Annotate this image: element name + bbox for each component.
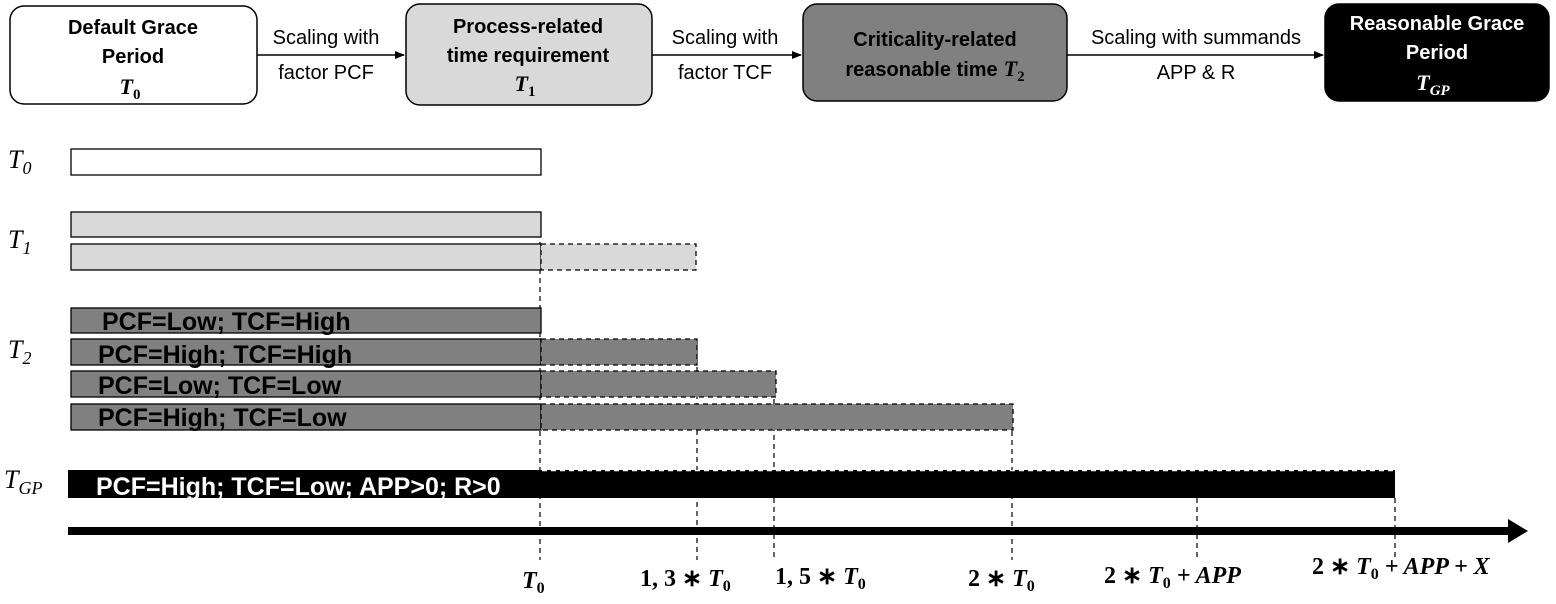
bar-segment-solid <box>70 403 542 431</box>
tick-label-1-5: 1, 5 ∗ T0 <box>775 564 866 593</box>
stage-line1: Default Grace <box>68 17 198 39</box>
stage-line1: Reasonable Grace <box>1350 13 1525 35</box>
arrow-label-line1: Scaling with summands <box>1091 27 1301 49</box>
flow-stage-default: Default Grace Period T0 <box>9 5 258 105</box>
row-label-t1: T1 <box>8 225 31 258</box>
bar-t2-high-high: PCF=High; TCF=High <box>70 338 698 369</box>
bar-label: PCF=Low; TCF=High <box>102 308 351 336</box>
arrow-label-line2: factor PCF <box>278 62 374 84</box>
bar-segment-solid <box>70 243 542 271</box>
row-label-t0: T0 <box>8 145 31 178</box>
bar-segment-dashed <box>540 338 698 366</box>
tick-label-2-app: 2 ∗ T0 + APP <box>1104 563 1241 592</box>
stage-line2-with-symbol: reasonable time T2 <box>845 56 1024 85</box>
tick-label-2: 2 ∗ T0 <box>968 566 1035 595</box>
stage-line1: Process-related <box>453 16 603 38</box>
guide-lines <box>539 242 1396 560</box>
bar-segment-solid <box>68 470 542 498</box>
bar-t2-high-low: PCF=High; TCF=Low <box>70 403 1014 432</box>
time-axis <box>68 519 1528 543</box>
bar-label: PCF=High; TCF=Low; APP>0; R>0 <box>96 473 501 501</box>
bar-segment-extended <box>542 470 1395 498</box>
stage-box <box>1324 3 1550 102</box>
arrow-label-line1: Scaling with <box>672 27 779 49</box>
bar-segment-dashed <box>540 403 1014 431</box>
tick-label-t0: T0 <box>522 568 545 597</box>
row-label-tgp: TGP <box>4 465 42 498</box>
bar-segment-solid <box>70 370 542 398</box>
flow-stage-reasonable: Reasonable Grace Period TGP <box>1324 3 1550 102</box>
stage-symbol: T0 <box>120 74 141 103</box>
flow-arrow-summands: Scaling with summands APP & R <box>1067 27 1324 84</box>
flow-stage-process: Process-related time requirement T1 <box>405 3 653 106</box>
stage-line2: Period <box>102 46 164 68</box>
stage-line2: Period <box>1406 42 1468 64</box>
axis-arrowhead <box>1508 519 1528 543</box>
bar-segment-dashed <box>540 243 697 271</box>
tick-label-2-app-x: 2 ∗ T0 + APP + X <box>1312 554 1491 583</box>
arrow-label-line2: factor TCF <box>678 62 772 84</box>
stage-symbol: T1 <box>515 71 536 100</box>
flow-arrow-tcf: Scaling with factor TCF <box>652 27 802 84</box>
flow-stage-criticality: Criticality-related reasonable time T2 <box>802 3 1068 102</box>
bar-t2-low-high: PCF=Low; TCF=High <box>70 307 542 336</box>
bar-t1-base <box>70 211 542 238</box>
stage-line2: time requirement <box>447 45 610 67</box>
tick-label-1-3: 1, 3 ∗ T0 <box>640 566 731 595</box>
arrow-label-line1: Scaling with <box>273 27 380 49</box>
bar-t0 <box>70 148 542 176</box>
flow-arrow-pcf: Scaling with factor PCF <box>257 27 405 84</box>
bar-t1-extended <box>70 243 697 271</box>
bar-label: PCF=High; TCF=High <box>98 341 352 369</box>
stage-box <box>802 3 1068 102</box>
bar-segment-solid <box>70 307 542 334</box>
row-label-t2: T2 <box>8 335 31 368</box>
bar-t2-low-low: PCF=Low; TCF=Low <box>70 370 777 400</box>
stage-symbol: TGP <box>1416 70 1450 99</box>
stage-line1: Criticality-related <box>853 29 1016 51</box>
bar-label: PCF=Low; TCF=Low <box>98 372 342 400</box>
bar-label: PCF=High; TCF=Low <box>98 404 347 432</box>
bar-segment-dashed <box>540 370 777 398</box>
bar-tgp: PCF=High; TCF=Low; APP>0; R>0 <box>68 470 1395 501</box>
arrow-label-line2: APP & R <box>1157 62 1236 84</box>
